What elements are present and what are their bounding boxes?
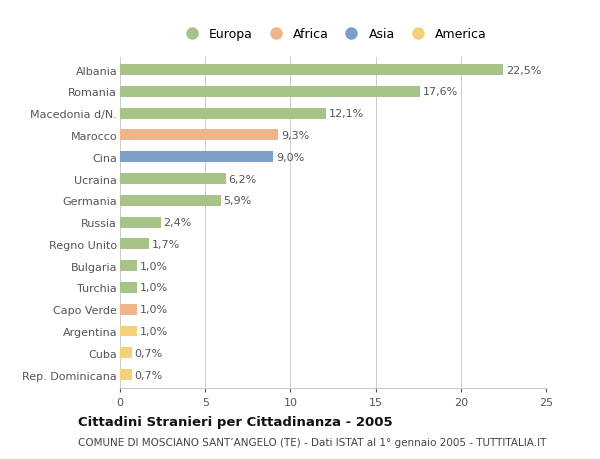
Text: 2,4%: 2,4% [163, 218, 192, 228]
Text: 9,0%: 9,0% [276, 152, 304, 162]
Text: 17,6%: 17,6% [422, 87, 458, 97]
Bar [120, 217, 161, 228]
Bar [120, 130, 278, 141]
Legend: Europa, Africa, Asia, America: Europa, Africa, Asia, America [176, 26, 490, 44]
Text: 0,7%: 0,7% [134, 370, 163, 380]
Bar [120, 65, 503, 76]
Bar [120, 87, 420, 98]
Text: 12,1%: 12,1% [329, 109, 364, 119]
Bar [120, 108, 326, 119]
Bar [120, 347, 132, 358]
Bar [120, 369, 132, 380]
Text: 1,0%: 1,0% [140, 305, 168, 314]
Text: 1,0%: 1,0% [140, 326, 168, 336]
Text: 5,9%: 5,9% [223, 196, 251, 206]
Bar [120, 304, 137, 315]
Bar [120, 174, 226, 185]
Text: 1,0%: 1,0% [140, 283, 168, 293]
Text: 0,7%: 0,7% [134, 348, 163, 358]
Text: Cittadini Stranieri per Cittadinanza - 2005: Cittadini Stranieri per Cittadinanza - 2… [78, 415, 392, 428]
Bar [120, 196, 221, 206]
Text: 6,2%: 6,2% [228, 174, 256, 184]
Text: 1,0%: 1,0% [140, 261, 168, 271]
Bar [120, 326, 137, 337]
Bar [120, 261, 137, 272]
Bar [120, 282, 137, 293]
Text: 1,7%: 1,7% [152, 239, 180, 249]
Bar [120, 239, 149, 250]
Text: 9,3%: 9,3% [281, 131, 309, 140]
Bar [120, 152, 274, 163]
Text: COMUNE DI MOSCIANO SANT’ANGELO (TE) - Dati ISTAT al 1° gennaio 2005 - TUTTITALIA: COMUNE DI MOSCIANO SANT’ANGELO (TE) - Da… [78, 437, 547, 447]
Text: 22,5%: 22,5% [506, 66, 541, 75]
